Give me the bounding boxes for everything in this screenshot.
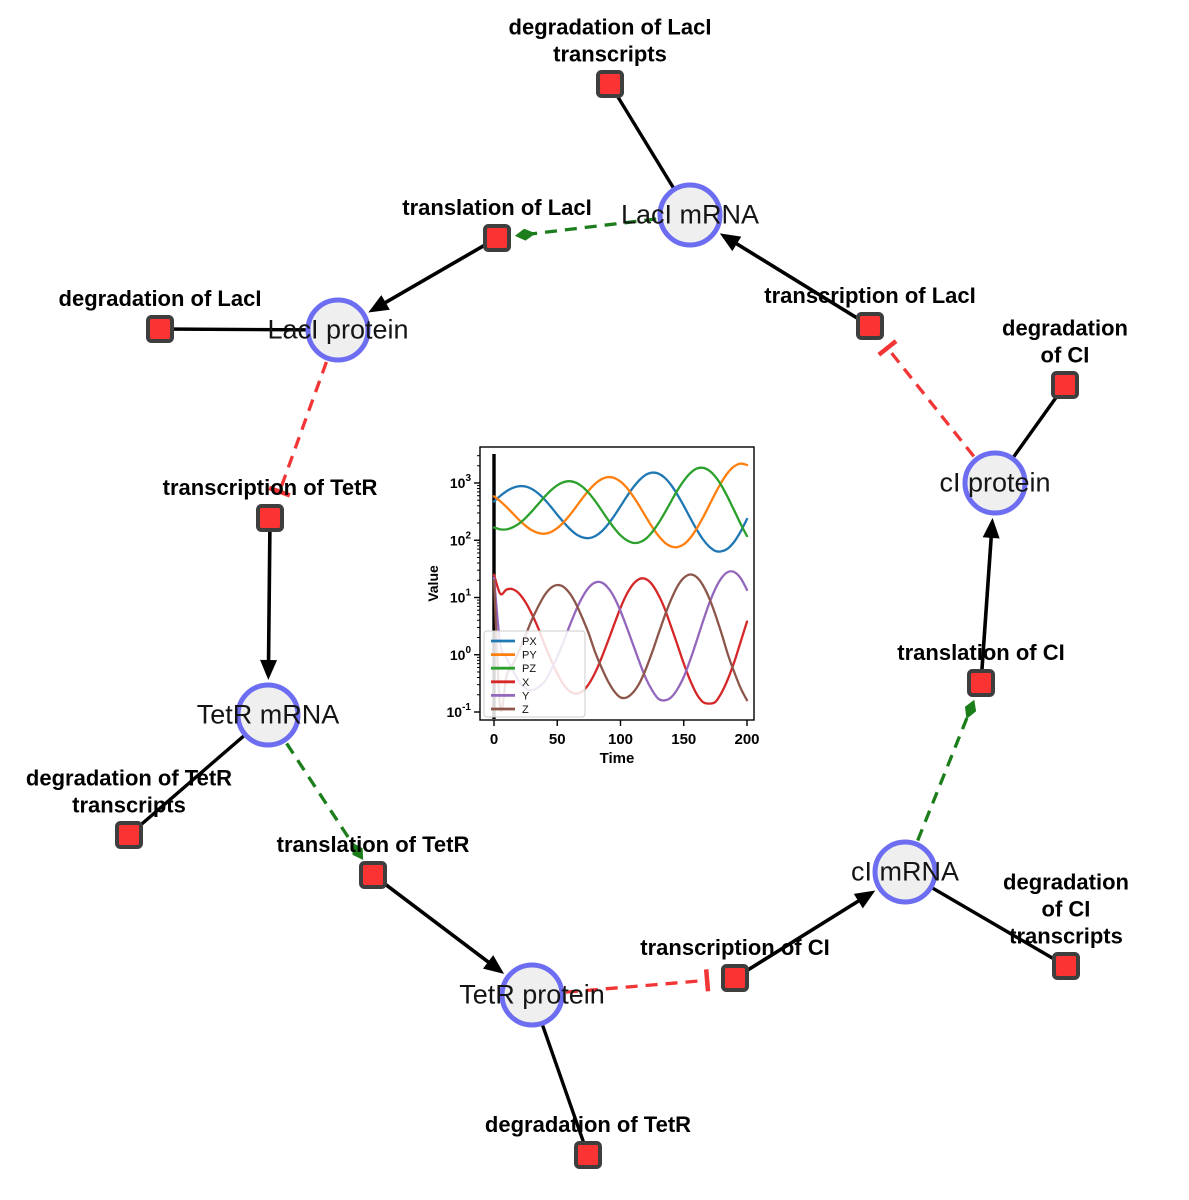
y-axis-label: Value — [425, 565, 441, 602]
species-node-laci-mrna[interactable] — [657, 182, 723, 248]
reaction-node-deg-laci[interactable] — [146, 315, 174, 343]
reaction-node-deg-ci-tx[interactable] — [1052, 952, 1080, 980]
species-node-laci-protein[interactable] — [305, 297, 371, 363]
reaction-node-deg-ci[interactable] — [1051, 371, 1079, 399]
x-tick-label: 200 — [734, 731, 759, 748]
legend-label-Y: Y — [522, 690, 530, 702]
edge-arrow-transl_ci-ci_protein — [979, 517, 1000, 684]
species-nodes-layer — [235, 182, 1028, 1028]
edge-arrow-tx_ci-ci_mrna — [734, 890, 876, 980]
reaction-node-deg-tetr[interactable] — [574, 1141, 602, 1169]
species-node-tetr-protein[interactable] — [499, 962, 565, 1028]
reaction-node-transl-laci[interactable] — [483, 224, 511, 252]
timecourse-chart: 10-1 100 101 102 103 0 50 100 150 200 Time Value PX P… — [425, 439, 770, 767]
edge-inhibition-laci_protein-tx_tetr — [268, 361, 328, 498]
x-tick-label: 150 — [671, 731, 696, 748]
x-tick-label: 50 — [549, 731, 566, 748]
axis-ticks — [474, 455, 748, 726]
edge-inhibition-ci_protein-tx_laci — [877, 339, 976, 458]
edge-arrow-tx_laci-laci_mrna — [719, 233, 871, 328]
y-tick-label: 102 — [450, 530, 472, 548]
edge-modifier-ci_mrna-transl_ci — [916, 699, 977, 842]
edge-inhibition-tetr_protein-tx_ci — [565, 969, 711, 994]
reaction-node-transl-tetr[interactable] — [359, 861, 387, 889]
edge-modifier-tetr_mrna-transl_tetr — [285, 742, 364, 860]
species-node-ci-mrna[interactable] — [872, 839, 938, 905]
legend-label-PY: PY — [522, 650, 537, 662]
edge-modifier-laci_mrna-transl_laci — [514, 217, 657, 241]
reaction-node-transl-ci[interactable] — [967, 669, 995, 697]
y-tick-label: 10-1 — [447, 702, 472, 720]
series-PX — [492, 471, 749, 553]
reaction-node-tx-tetr[interactable] — [256, 504, 284, 532]
reaction-node-deg-tetr-tx[interactable] — [115, 821, 143, 849]
legend-label-PX: PX — [522, 636, 537, 648]
legend-label-X: X — [522, 677, 530, 689]
reaction-node-deg-laci-tx[interactable] — [596, 70, 624, 98]
reaction-nodes-layer — [115, 70, 1080, 1169]
x-tick-label: 100 — [608, 731, 633, 748]
series-X — [492, 573, 749, 705]
y-tick-label: 103 — [450, 473, 472, 491]
x-tick-label: 0 — [490, 731, 498, 748]
reaction-node-tx-ci[interactable] — [721, 964, 749, 992]
legend-label-Z: Z — [522, 704, 529, 716]
species-node-ci-protein[interactable] — [962, 450, 1028, 516]
chart-frame — [479, 446, 755, 721]
x-axis-label: Time — [600, 750, 635, 764]
series-PY — [492, 462, 749, 549]
edge-arrow-tx_tetr-tetr_mrna — [260, 517, 278, 681]
y-tick-label: 101 — [450, 588, 472, 606]
legend-label-PZ: PZ — [522, 663, 536, 675]
species-node-tetr-mrna[interactable] — [235, 682, 301, 748]
series-Z — [492, 573, 749, 712]
reaction-node-tx-laci[interactable] — [856, 312, 884, 340]
y-tick-label: 100 — [450, 645, 472, 663]
series-PZ — [492, 466, 749, 545]
edge-arrow-transl_laci-laci_protein — [368, 236, 498, 313]
edge-arrow-transl_tetr-tetr_protein — [371, 873, 505, 974]
